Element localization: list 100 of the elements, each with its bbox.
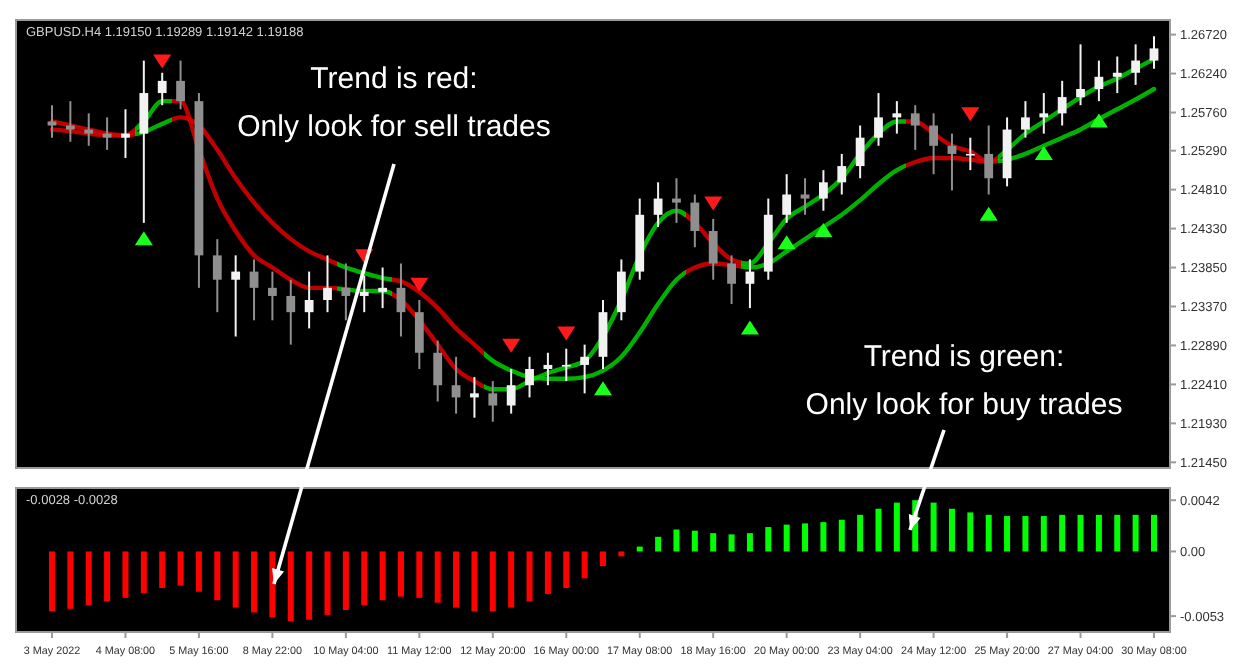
bar — [397, 551, 404, 597]
candlestick — [874, 92, 883, 147]
point — [740, 320, 759, 335]
candlestick — [782, 173, 792, 224]
bar — [159, 551, 166, 589]
point — [594, 381, 612, 396]
candlestick — [212, 238, 222, 314]
point — [961, 107, 980, 122]
candlestick — [451, 355, 461, 415]
candlestick — [84, 112, 94, 147]
bar — [1040, 516, 1047, 552]
candlestick — [231, 254, 241, 338]
bar — [342, 551, 349, 611]
bar — [85, 551, 92, 606]
bar — [324, 551, 331, 615]
candlestick — [176, 59, 185, 111]
bar — [710, 533, 717, 552]
bar — [489, 551, 496, 612]
candlestick — [910, 104, 920, 151]
candlestick — [396, 262, 406, 338]
candlestick — [965, 136, 975, 172]
bar — [140, 551, 147, 593]
bar — [581, 551, 588, 579]
bar — [104, 551, 111, 602]
point — [153, 54, 172, 69]
point — [134, 231, 153, 246]
candlestick — [488, 380, 498, 423]
bar — [820, 522, 827, 552]
candlestick — [47, 104, 57, 139]
candlestick — [1131, 43, 1141, 86]
point — [1089, 113, 1108, 128]
bar — [600, 551, 606, 567]
bar — [691, 530, 698, 552]
bar — [875, 508, 882, 552]
candlestick — [525, 355, 534, 399]
bar — [1059, 514, 1066, 552]
bar — [287, 551, 294, 622]
bar — [232, 551, 239, 608]
bar — [1004, 516, 1011, 552]
candlestick — [727, 254, 736, 306]
candlestick — [341, 262, 351, 322]
candlestick — [892, 100, 902, 135]
bar — [618, 551, 625, 557]
bar — [985, 514, 992, 552]
candlestick — [580, 343, 590, 395]
bar — [195, 551, 202, 592]
bar — [802, 523, 809, 552]
candlestick — [672, 177, 681, 224]
point — [502, 338, 521, 353]
candlestick — [414, 299, 424, 370]
bar — [508, 551, 515, 608]
point — [557, 326, 576, 341]
candlestick — [1039, 92, 1049, 135]
candlestick — [745, 258, 755, 310]
bar — [783, 524, 790, 552]
bar — [177, 551, 184, 586]
bar — [67, 551, 74, 609]
candlestick — [1112, 55, 1122, 95]
bar — [857, 514, 864, 552]
candlestick — [470, 376, 479, 419]
bar — [948, 508, 955, 552]
candlestick — [653, 181, 663, 228]
candlestick — [616, 258, 626, 322]
bar — [673, 529, 680, 552]
candlestick — [378, 266, 387, 310]
bar — [416, 551, 423, 598]
candlestick — [506, 367, 516, 415]
candlestick — [268, 270, 277, 322]
bar — [967, 512, 974, 552]
annotation: Trend is red: Only look for sell trades — [237, 62, 551, 144]
bar — [214, 551, 221, 601]
bar — [361, 551, 368, 606]
bar — [251, 551, 258, 613]
candlestick — [1076, 43, 1085, 107]
bar — [1077, 514, 1084, 552]
bar — [728, 534, 735, 552]
candlestick — [1149, 35, 1159, 70]
candlestick — [1021, 100, 1030, 139]
point — [979, 206, 998, 221]
bar — [893, 502, 900, 552]
bar — [1151, 514, 1157, 552]
bar — [526, 551, 533, 602]
candlestick — [837, 152, 847, 196]
candlestick — [929, 112, 938, 176]
point — [410, 277, 429, 292]
bar — [1114, 514, 1121, 552]
candlestick — [561, 347, 571, 383]
point — [814, 223, 833, 238]
candlestick — [598, 299, 608, 370]
bar — [930, 502, 937, 552]
bar — [379, 551, 386, 601]
candlestick — [286, 278, 296, 346]
candlestick — [323, 254, 332, 314]
bar — [1095, 514, 1102, 552]
point — [777, 235, 796, 250]
bar — [471, 551, 478, 612]
point — [704, 196, 723, 211]
bar — [122, 551, 129, 598]
bar — [1132, 514, 1139, 552]
candlestick — [1094, 59, 1104, 103]
